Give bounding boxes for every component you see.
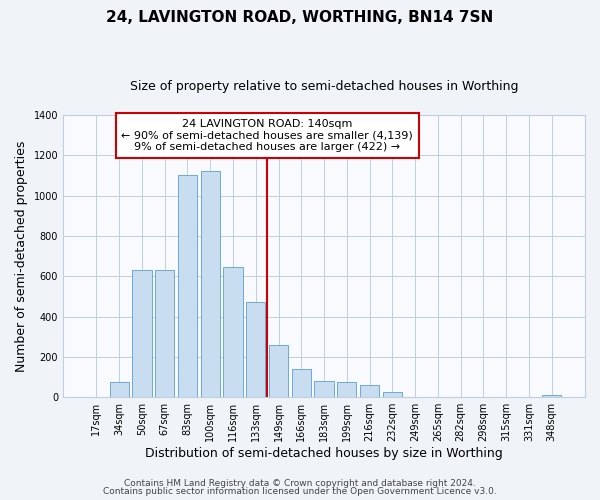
- Bar: [110, 382, 129, 397]
- Y-axis label: Number of semi-detached properties: Number of semi-detached properties: [15, 140, 28, 372]
- Bar: [200, 172, 220, 397]
- Bar: [542, 395, 561, 397]
- Bar: [269, 345, 288, 397]
- Bar: [223, 267, 242, 397]
- Text: 24, LAVINGTON ROAD, WORTHING, BN14 7SN: 24, LAVINGTON ROAD, WORTHING, BN14 7SN: [106, 10, 494, 25]
- Text: Contains HM Land Registry data © Crown copyright and database right 2024.: Contains HM Land Registry data © Crown c…: [124, 478, 476, 488]
- Bar: [337, 382, 356, 397]
- Text: 24 LAVINGTON ROAD: 140sqm
← 90% of semi-detached houses are smaller (4,139)
9% o: 24 LAVINGTON ROAD: 140sqm ← 90% of semi-…: [121, 119, 413, 152]
- Bar: [314, 381, 334, 397]
- Bar: [132, 270, 152, 397]
- Bar: [383, 392, 402, 397]
- Bar: [246, 302, 265, 397]
- X-axis label: Distribution of semi-detached houses by size in Worthing: Distribution of semi-detached houses by …: [145, 447, 503, 460]
- Text: Contains public sector information licensed under the Open Government Licence v3: Contains public sector information licen…: [103, 487, 497, 496]
- Bar: [155, 270, 175, 397]
- Bar: [292, 369, 311, 397]
- Bar: [360, 385, 379, 397]
- Bar: [178, 176, 197, 397]
- Title: Size of property relative to semi-detached houses in Worthing: Size of property relative to semi-detach…: [130, 80, 518, 93]
